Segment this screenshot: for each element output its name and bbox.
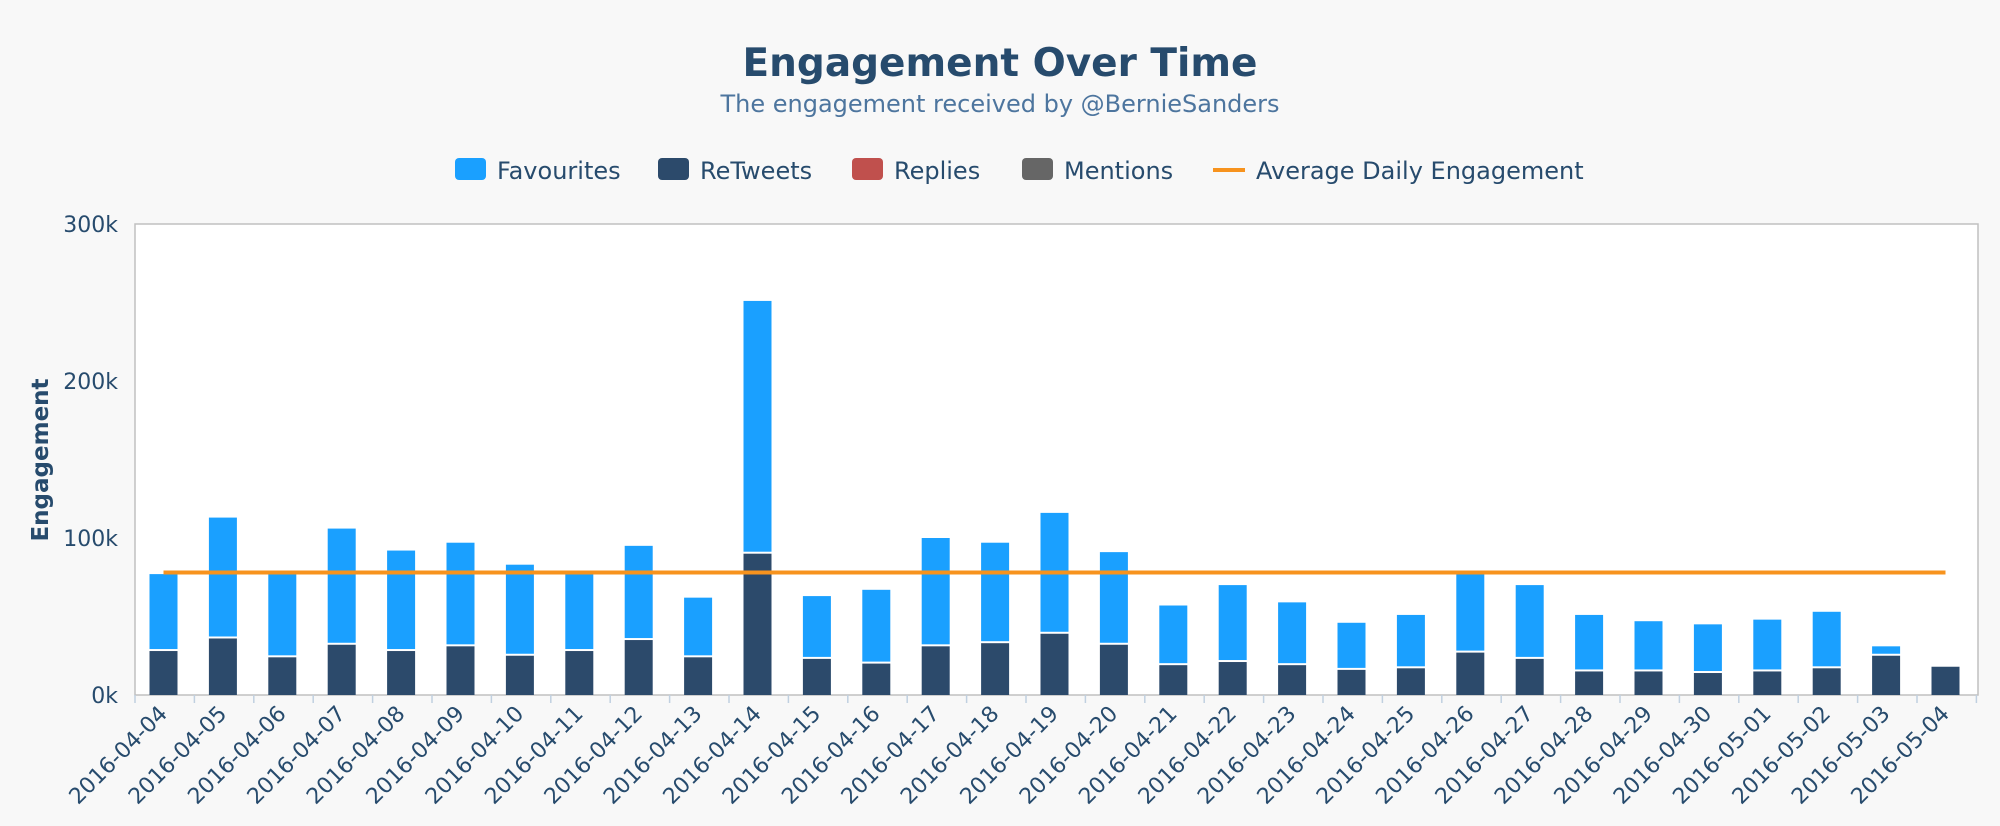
bar-retweets-2016-04-21[interactable] — [1159, 665, 1188, 695]
bar-retweets-2016-04-12[interactable] — [624, 640, 653, 695]
bar-retweets-2016-04-05[interactable] — [208, 638, 237, 695]
legend-swatch-mentions — [1022, 158, 1053, 180]
chart-title: Engagement Over Time — [743, 41, 1258, 86]
bar-favourites-2016-04-18[interactable] — [981, 542, 1010, 642]
bar-favourites-2016-04-28[interactable] — [1575, 614, 1604, 670]
bar-retweets-2016-04-27[interactable] — [1515, 658, 1544, 695]
bar-favourites-2016-04-11[interactable] — [565, 572, 594, 650]
bar-retweets-2016-05-04[interactable] — [1931, 666, 1960, 695]
x-axis: 2016-04-042016-04-052016-04-062016-04-07… — [65, 695, 1978, 810]
y-axis-label: Engagement — [28, 378, 54, 541]
bar-favourites-2016-05-02[interactable] — [1812, 611, 1841, 667]
chart-subtitle: The engagement received by @BernieSander… — [719, 90, 1279, 118]
legend-item-favourites[interactable]: Favourites — [455, 157, 621, 185]
bar-retweets-2016-04-28[interactable] — [1575, 671, 1604, 695]
bar-favourites-2016-04-04[interactable] — [149, 574, 178, 650]
bar-retweets-2016-04-18[interactable] — [981, 643, 1010, 695]
bar-retweets-2016-04-06[interactable] — [268, 657, 297, 695]
bar-retweets-2016-05-03[interactable] — [1872, 655, 1901, 695]
bar-favourites-2016-04-25[interactable] — [1396, 614, 1425, 667]
legend-label-favourites: Favourites — [497, 157, 621, 185]
bar-retweets-2016-04-15[interactable] — [802, 658, 831, 695]
bar-favourites-2016-04-26[interactable] — [1456, 572, 1485, 651]
bar-retweets-2016-04-08[interactable] — [387, 651, 416, 695]
bars-group — [149, 300, 1960, 695]
bar-favourites-2016-04-23[interactable] — [1278, 602, 1307, 664]
legend-item-mentions[interactable]: Mentions — [1022, 157, 1173, 185]
bar-retweets-2016-04-30[interactable] — [1693, 673, 1722, 695]
bar-favourites-2016-04-08[interactable] — [387, 550, 416, 650]
bar-retweets-2016-04-10[interactable] — [505, 655, 534, 695]
bar-favourites-2016-04-07[interactable] — [327, 528, 356, 643]
bar-favourites-2016-04-05[interactable] — [208, 517, 237, 637]
bar-retweets-2016-04-23[interactable] — [1278, 665, 1307, 695]
bar-retweets-2016-04-16[interactable] — [862, 663, 891, 695]
bar-favourites-2016-04-22[interactable] — [1218, 585, 1247, 661]
bar-favourites-2016-05-01[interactable] — [1753, 619, 1782, 670]
bar-retweets-2016-05-01[interactable] — [1753, 671, 1782, 695]
bar-favourites-2016-04-16[interactable] — [862, 589, 891, 662]
bar-retweets-2016-04-29[interactable] — [1634, 671, 1663, 695]
bar-retweets-2016-04-20[interactable] — [1099, 644, 1128, 695]
bar-retweets-2016-04-14[interactable] — [743, 553, 772, 695]
bar-favourites-2016-04-06[interactable] — [268, 574, 297, 656]
bar-retweets-2016-04-25[interactable] — [1396, 668, 1425, 695]
legend-label-retweets: ReTweets — [700, 157, 812, 185]
bar-retweets-2016-05-02[interactable] — [1812, 668, 1841, 695]
legend-label-average: Average Daily Engagement — [1256, 157, 1584, 185]
y-tick-label: 100k — [63, 527, 118, 552]
bar-favourites-2016-05-03[interactable] — [1872, 646, 1901, 654]
y-tick-label: 0k — [91, 684, 118, 709]
legend: Favourites ReTweets Replies Mentions Ave… — [455, 157, 1584, 185]
bar-retweets-2016-04-07[interactable] — [327, 644, 356, 695]
y-axis: 0k 100k 200k 300k — [63, 213, 118, 709]
legend-label-mentions: Mentions — [1064, 157, 1173, 185]
y-tick-label: 300k — [63, 213, 118, 238]
bar-favourites-2016-04-27[interactable] — [1515, 585, 1544, 657]
bar-retweets-2016-04-24[interactable] — [1337, 669, 1366, 695]
bar-retweets-2016-04-19[interactable] — [1040, 633, 1069, 695]
bar-favourites-2016-04-10[interactable] — [505, 564, 534, 654]
bar-retweets-2016-04-11[interactable] — [565, 651, 594, 695]
bar-favourites-2016-04-20[interactable] — [1099, 552, 1128, 643]
legend-item-retweets[interactable]: ReTweets — [658, 157, 812, 185]
bar-favourites-2016-04-09[interactable] — [446, 542, 475, 645]
bar-retweets-2016-04-22[interactable] — [1218, 662, 1247, 695]
legend-swatch-retweets — [658, 158, 689, 180]
bar-favourites-2016-04-12[interactable] — [624, 545, 653, 639]
legend-swatch-replies — [852, 158, 883, 180]
bar-retweets-2016-04-13[interactable] — [684, 657, 713, 695]
bar-retweets-2016-04-04[interactable] — [149, 651, 178, 695]
y-tick-label: 200k — [63, 370, 118, 395]
bar-favourites-2016-04-21[interactable] — [1159, 605, 1188, 664]
bar-favourites-2016-04-15[interactable] — [802, 596, 831, 657]
legend-label-replies: Replies — [894, 157, 980, 185]
bar-favourites-2016-04-30[interactable] — [1693, 624, 1722, 672]
bar-favourites-2016-04-14[interactable] — [743, 300, 772, 552]
legend-swatch-favourites — [455, 158, 486, 180]
bar-favourites-2016-04-17[interactable] — [921, 538, 950, 645]
bar-retweets-2016-04-09[interactable] — [446, 646, 475, 695]
bar-retweets-2016-04-17[interactable] — [921, 646, 950, 695]
bar-favourites-2016-04-13[interactable] — [684, 597, 713, 656]
bar-retweets-2016-04-26[interactable] — [1456, 652, 1485, 695]
bar-favourites-2016-04-24[interactable] — [1337, 622, 1366, 668]
legend-item-average[interactable]: Average Daily Engagement — [1213, 157, 1584, 185]
bar-favourites-2016-04-29[interactable] — [1634, 621, 1663, 670]
legend-item-replies[interactable]: Replies — [852, 157, 980, 185]
